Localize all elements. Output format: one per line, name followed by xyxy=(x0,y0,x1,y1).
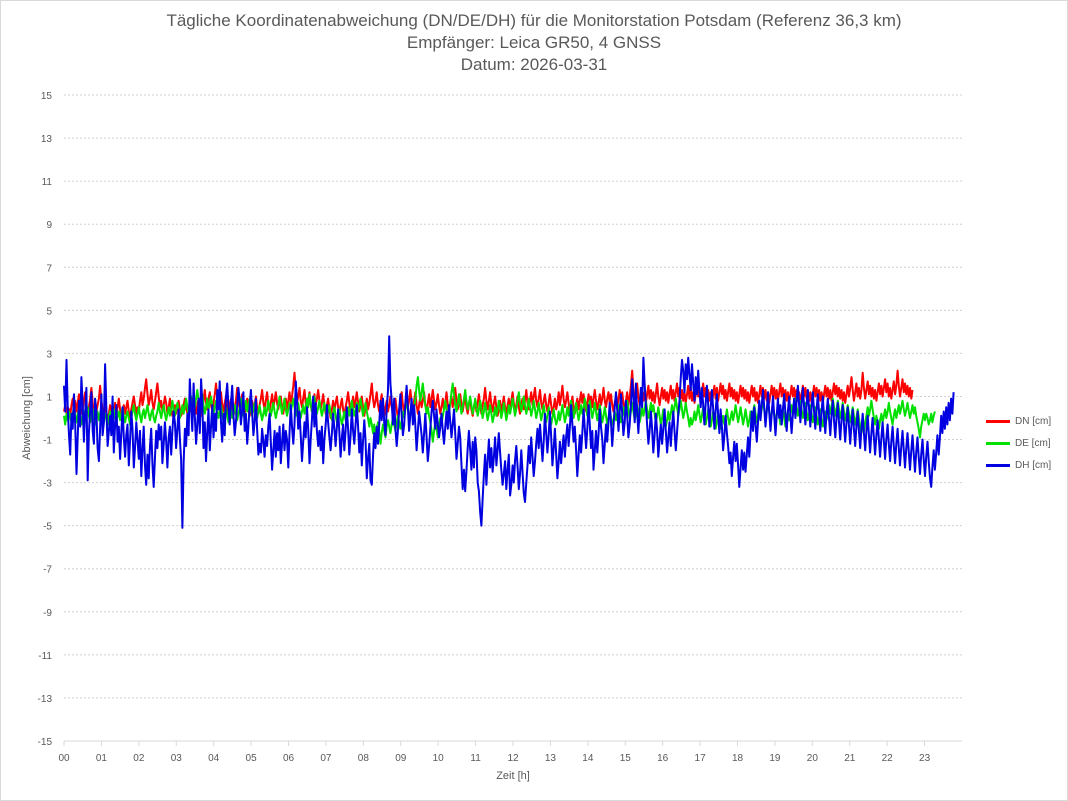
x-tick-label: 16 xyxy=(657,753,669,764)
x-tick-label: 05 xyxy=(246,753,258,764)
y-tick-label: 13 xyxy=(41,134,53,145)
x-tick-label: 11 xyxy=(470,753,481,764)
y-tick-label: -15 xyxy=(38,737,53,748)
legend-item: DE [cm] xyxy=(986,432,1051,454)
y-tick-label: 7 xyxy=(46,263,52,274)
x-tick-label: 06 xyxy=(283,753,295,764)
y-tick-label: -7 xyxy=(43,565,52,576)
x-tick-label: 23 xyxy=(919,753,931,764)
legend-label: DH [cm] xyxy=(1015,459,1052,471)
legend-item: DH [cm] xyxy=(986,454,1051,476)
y-tick-label: -11 xyxy=(38,651,52,662)
legend-swatch xyxy=(986,419,1010,423)
legend-item: DN [cm] xyxy=(986,410,1051,432)
x-tick-label: 17 xyxy=(695,753,707,764)
x-tick-label: 00 xyxy=(58,753,70,764)
x-tick-label: 04 xyxy=(208,753,220,764)
chart-title-line-1: Tägliche Koordinatenabweichung (DN/DE/DH… xyxy=(166,11,902,30)
y-tick-label: 3 xyxy=(46,349,52,360)
series-lines xyxy=(63,335,955,529)
series-line-dh xyxy=(63,335,955,529)
legend-label: DE [cm] xyxy=(1015,437,1051,449)
y-tick-label: 1 xyxy=(46,392,52,403)
x-tick-label: 07 xyxy=(320,753,332,764)
y-axis-ticks: 15 13 11 9 7 5 3 1 -1 -3 -5 -7 -9 -11 -13 -15 xyxy=(38,91,53,748)
x-tick-label: 19 xyxy=(769,753,781,764)
legend-swatch xyxy=(986,463,1010,467)
x-tick-label: 10 xyxy=(433,753,445,764)
x-tick-label: 08 xyxy=(358,753,370,764)
y-tick-label: 11 xyxy=(42,177,53,188)
x-tick-label: 09 xyxy=(395,753,407,764)
chart-title-line-2: Empfänger: Leica GR50, 4 GNSS xyxy=(406,33,662,52)
y-tick-label: -13 xyxy=(38,694,53,705)
chart-title: Tägliche Koordinatenabweichung (DN/DE/DH… xyxy=(0,10,1068,76)
x-tick-label: 20 xyxy=(807,753,819,764)
y-tick-label: -3 xyxy=(43,479,52,490)
series-line-dn xyxy=(63,369,914,424)
x-tick-label: 12 xyxy=(507,753,519,764)
x-tick-label: 02 xyxy=(133,753,145,764)
x-axis-ticks: 00 01 02 03 04 05 06 07 08 09 10 11 12 13 14 15 16 17 18 19… xyxy=(58,741,931,764)
x-tick-label: 21 xyxy=(844,753,856,764)
y-tick-label: 5 xyxy=(46,306,52,317)
x-tick-label: 13 xyxy=(545,753,557,764)
legend-label: DN [cm] xyxy=(1015,415,1052,427)
x-tick-label: 03 xyxy=(171,753,183,764)
y-tick-label: 15 xyxy=(41,91,53,102)
legend: DN [cm] DE [cm] DH [cm] xyxy=(986,410,1051,476)
x-tick-label: 18 xyxy=(732,753,744,764)
chart-title-line-3: Datum: 2026-03-31 xyxy=(460,55,608,74)
y-axis-title: Abweichung [cm] xyxy=(21,376,33,460)
x-tick-label: 15 xyxy=(620,753,632,764)
y-tick-label: 9 xyxy=(46,220,52,231)
y-tick-label: -9 xyxy=(43,608,52,619)
x-axis-title: Zeit [h] xyxy=(496,770,530,782)
x-tick-label: 22 xyxy=(882,753,894,764)
legend-swatch xyxy=(986,441,1010,445)
y-tick-label: -5 xyxy=(43,522,52,533)
x-tick-label: 14 xyxy=(582,753,594,764)
x-tick-label: 01 xyxy=(96,753,108,764)
y-tick-label: -1 xyxy=(43,436,52,447)
